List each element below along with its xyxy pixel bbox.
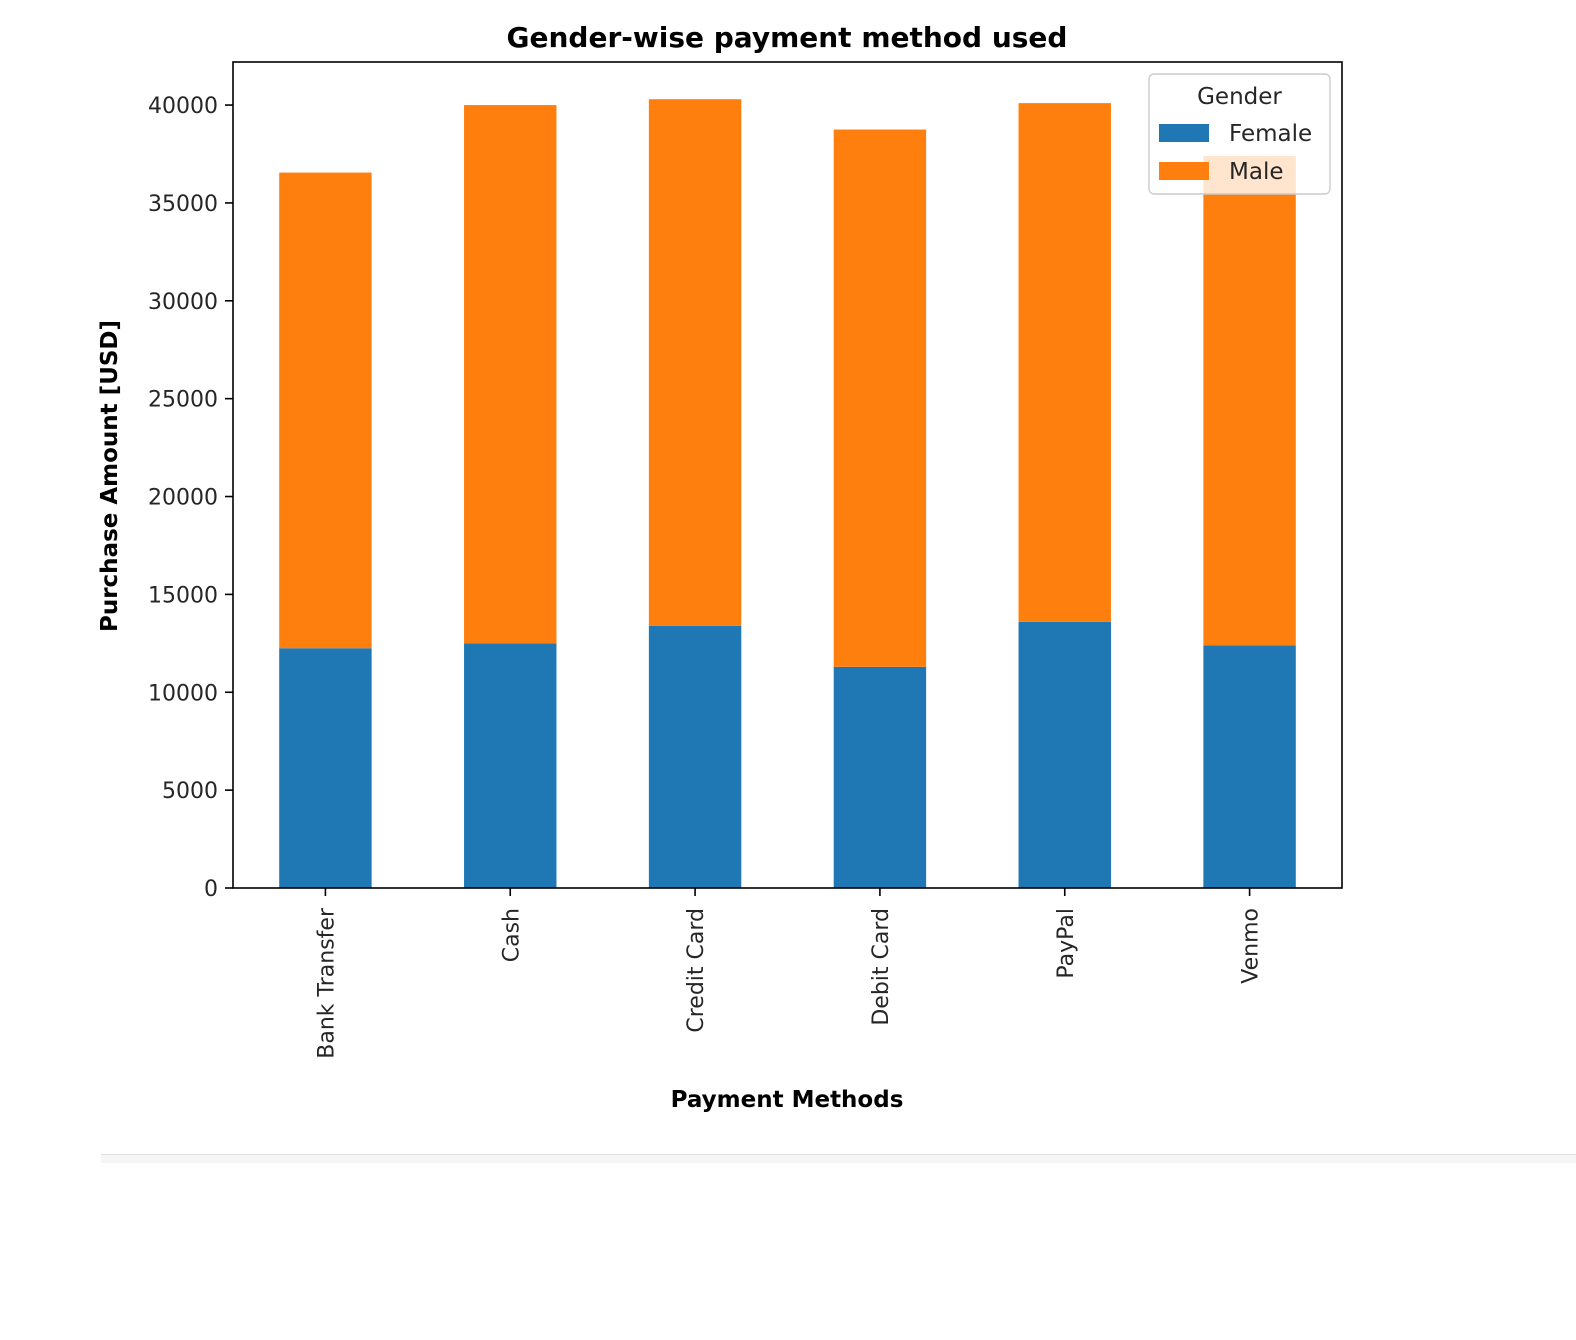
bar-female-paypal bbox=[1018, 621, 1111, 888]
y-tick-label: 5000 bbox=[162, 779, 218, 804]
x-tick-label: PayPal bbox=[1054, 908, 1079, 979]
x-tick-label: Bank Transfer bbox=[314, 907, 339, 1059]
x-tick-label: Credit Card bbox=[684, 908, 709, 1033]
y-tick-label: 25000 bbox=[148, 388, 218, 413]
y-tick-label: 20000 bbox=[148, 486, 218, 511]
bar-male-credit-card bbox=[648, 99, 742, 626]
x-tick-label: Debit Card bbox=[869, 908, 894, 1026]
bar-male-paypal bbox=[1018, 103, 1111, 622]
y-tick-label: 30000 bbox=[148, 290, 218, 315]
y-tick-label: 15000 bbox=[148, 583, 218, 608]
plot-frame bbox=[232, 61, 1343, 889]
bar-female-credit-card bbox=[648, 625, 742, 888]
y-axis-label: Purchase Amount [USD] bbox=[97, 320, 123, 632]
bar-male-bank-transfer bbox=[279, 172, 372, 649]
y-tick-label: 0 bbox=[204, 877, 218, 902]
legend-label-female: Female bbox=[1229, 121, 1312, 147]
axes-layer bbox=[232, 61, 1343, 889]
legend: Gender Female Male bbox=[1148, 73, 1331, 195]
bar-male-cash bbox=[464, 105, 557, 644]
bars-layer bbox=[279, 99, 1296, 888]
legend-title: Gender bbox=[1197, 84, 1282, 110]
bar-female-venmo bbox=[1203, 645, 1296, 888]
ticks-layer: 0 5000 10000 15000 20000 25000 30000 35000 40000… bbox=[148, 94, 1264, 1059]
bar-male-venmo bbox=[1203, 155, 1296, 646]
bar-male-debit-card bbox=[833, 129, 927, 667]
x-tick-label: Cash bbox=[499, 908, 524, 962]
bar-female-bank-transfer bbox=[279, 648, 372, 888]
legend-label-male: Male bbox=[1229, 159, 1283, 185]
x-tick-label: Venmo bbox=[1239, 908, 1264, 984]
chart: Gender-wise payment method used 0 5000 100… bbox=[97, 21, 1343, 1113]
y-tick-label: 35000 bbox=[148, 192, 218, 217]
output-divider bbox=[101, 1154, 1576, 1163]
bar-female-debit-card bbox=[833, 666, 927, 888]
x-axis-label: Payment Methods bbox=[671, 1087, 904, 1113]
y-tick-label: 10000 bbox=[148, 681, 218, 706]
bar-female-cash bbox=[464, 643, 557, 888]
legend-swatch-female bbox=[1159, 124, 1209, 142]
chart-title: Gender-wise payment method used bbox=[507, 21, 1068, 54]
y-tick-label: 40000 bbox=[148, 94, 218, 119]
legend-swatch-male bbox=[1159, 162, 1209, 180]
